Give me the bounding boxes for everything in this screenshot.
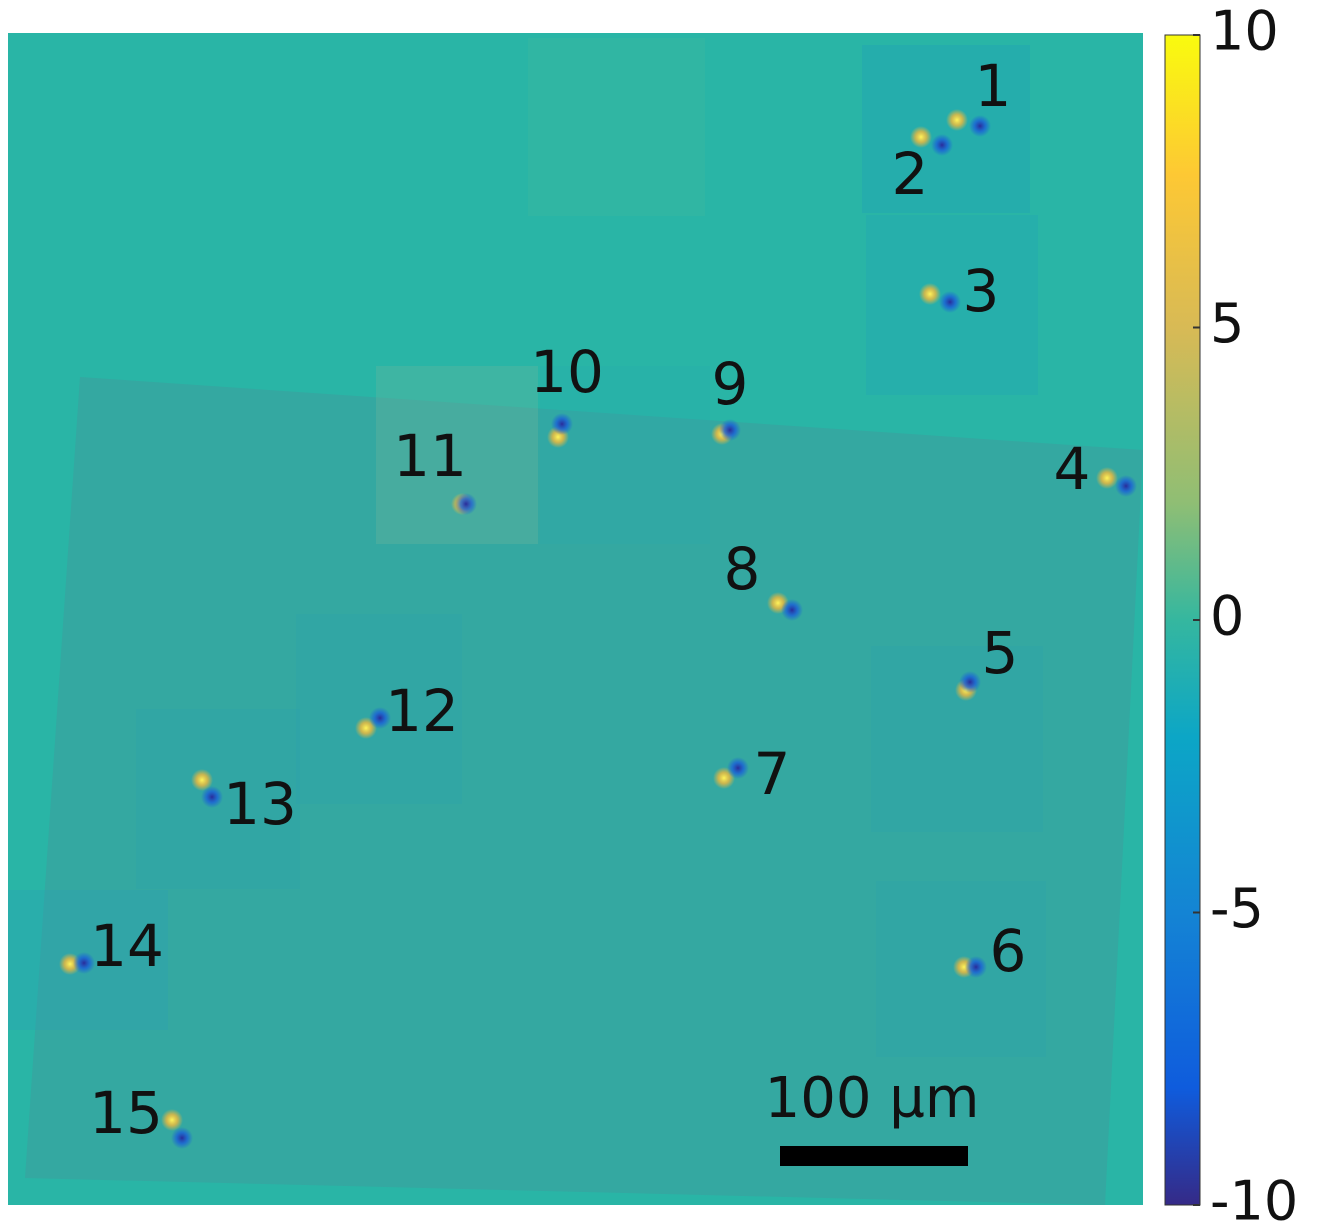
dipole-negative [727, 757, 749, 779]
dipole-positive [946, 109, 968, 131]
marker-label: 6 [990, 917, 1027, 985]
marker-label: 15 [89, 1079, 163, 1147]
colorbar-tick-label: -10 [1210, 1170, 1298, 1229]
tile [862, 45, 1030, 213]
dipole-positive [1096, 467, 1118, 489]
marker-label: 10 [530, 338, 604, 406]
dipole-negative [455, 493, 477, 515]
colorbar-tick-label: -5 [1210, 877, 1264, 940]
marker-label: 9 [712, 350, 749, 418]
dipole-positive [191, 769, 213, 791]
marker-label: 5 [982, 619, 1019, 687]
tile [871, 646, 1043, 832]
dipole-negative [719, 419, 741, 441]
dipole-negative [73, 952, 95, 974]
marker-label: 13 [223, 770, 297, 838]
dipole-negative [931, 134, 953, 156]
dipole-negative [965, 956, 987, 978]
dipole-negative [939, 291, 961, 313]
tile [528, 38, 705, 216]
colorbar-tick-label: 5 [1210, 292, 1244, 355]
scale-bar [780, 1146, 968, 1166]
dipoles [59, 109, 1137, 1149]
dipole-positive [161, 1109, 183, 1131]
marker-label: 2 [892, 140, 929, 208]
scale-bar-label: 100 µm [765, 1066, 980, 1131]
dipole-negative [969, 115, 991, 137]
optical-overlay [25, 377, 1143, 1205]
colorbar [1164, 34, 1201, 1206]
dipole-negative [551, 413, 573, 435]
marker-label: 12 [385, 677, 459, 745]
marker-label: 1 [975, 52, 1012, 120]
dipole-negative [171, 1127, 193, 1149]
marker-label: 4 [1054, 435, 1091, 503]
dipole-positive [919, 283, 941, 305]
marker-label: 8 [724, 535, 761, 603]
colorbar-tick-label: 10 [1210, 0, 1279, 63]
marker-label: 7 [754, 740, 791, 808]
tile [376, 366, 538, 544]
dipole-negative [369, 707, 391, 729]
dipole-negative [1115, 475, 1137, 497]
marker-label: 3 [963, 257, 1000, 325]
tile [540, 366, 710, 544]
dipole-positive [910, 126, 932, 148]
colorbar-tick-label: 0 [1210, 585, 1244, 648]
dipole-negative [959, 671, 981, 693]
marker-label: 14 [90, 912, 164, 980]
marker-label: 11 [393, 422, 467, 490]
dipole-negative [201, 786, 223, 808]
dipole-negative [781, 599, 803, 621]
